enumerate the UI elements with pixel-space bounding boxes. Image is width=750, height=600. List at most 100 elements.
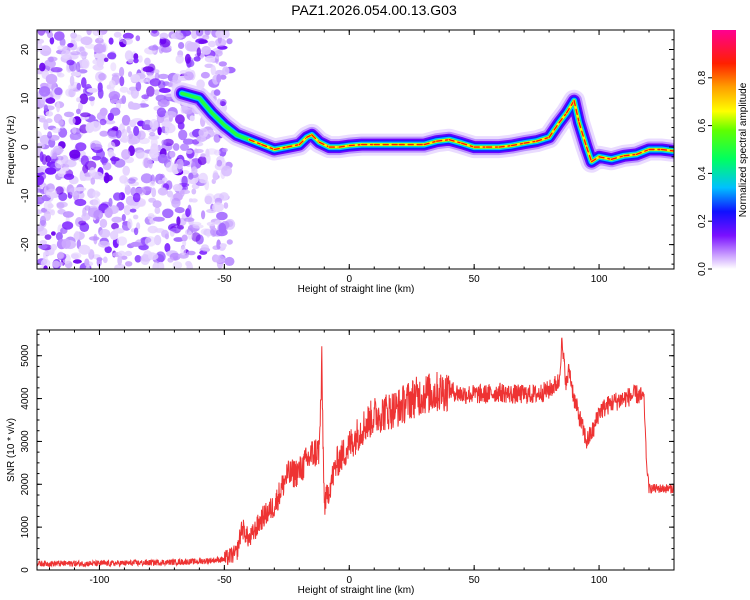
noise-blob — [76, 82, 82, 90]
noise-blob — [185, 149, 193, 155]
noise-blob — [177, 121, 185, 130]
noise-blob — [192, 224, 204, 229]
noise-blob — [168, 82, 174, 87]
noise-blob — [39, 62, 46, 72]
noise-blob — [190, 198, 198, 203]
noise-blob — [108, 37, 114, 45]
noise-blob — [63, 111, 75, 118]
noise-blob — [158, 73, 169, 80]
colorbar-tick-label: 0.4 — [697, 166, 708, 180]
noise-blob — [148, 45, 160, 51]
noise-blob — [51, 231, 56, 236]
noise-blob — [96, 257, 103, 262]
snr-y-ticks: 0 1000 2000 3000 4000 5000 — [20, 333, 674, 573]
noise-blob — [76, 108, 81, 115]
snr-x-ticks: -100 -50 0 50 100 — [48, 330, 675, 586]
noise-blob — [160, 99, 165, 104]
noise-blob — [44, 167, 57, 175]
noise-blob — [114, 264, 126, 269]
colorbar-label: Normalized spectral amplitude — [738, 82, 749, 217]
noise-blob — [178, 252, 189, 259]
noise-blob — [200, 153, 207, 158]
noise-blob — [154, 206, 161, 214]
noise-blob — [63, 173, 75, 180]
noise-blob — [204, 193, 216, 205]
noise-blob — [86, 88, 99, 93]
noise-blob — [180, 143, 189, 151]
noise-blob — [81, 58, 90, 69]
ridge-core-red — [423, 140, 438, 146]
noise-blob — [146, 86, 155, 97]
noise-blob — [102, 256, 108, 264]
noise-blob — [90, 177, 96, 185]
noise-blob — [129, 102, 141, 110]
noise-blob — [99, 130, 109, 137]
x-tick-label: 50 — [469, 274, 481, 285]
ridge-core-red — [261, 143, 275, 151]
noise-blob — [128, 131, 133, 140]
noise-blob — [68, 116, 76, 125]
noise-blob — [128, 71, 133, 78]
noise-blob — [62, 221, 74, 230]
ridge-core-red — [610, 155, 625, 160]
noise-blob — [112, 126, 119, 132]
noise-blob — [104, 246, 112, 254]
noise-blob — [210, 229, 215, 235]
noise-blob — [71, 253, 79, 259]
noise-blob — [176, 158, 184, 170]
noise-blob — [165, 161, 176, 173]
ridge-core-red — [590, 156, 600, 163]
noise-blob — [123, 205, 132, 216]
noise-blob — [144, 57, 151, 66]
noise-blob — [67, 43, 74, 48]
noise-blob — [182, 138, 195, 145]
noise-blob — [149, 119, 159, 130]
ridge-core-red — [448, 139, 463, 144]
noise-blob — [97, 87, 104, 99]
noise-blob — [38, 244, 48, 250]
noise-blob — [92, 197, 101, 208]
noise-blob — [216, 211, 228, 221]
noise-blob — [191, 232, 201, 242]
noise-blob — [74, 198, 87, 207]
noise-blob — [226, 38, 233, 45]
ridge-core-red — [585, 146, 593, 163]
noise-blob — [128, 86, 138, 92]
noise-blob — [216, 159, 223, 167]
noise-blob — [176, 224, 184, 230]
noise-blob — [89, 167, 96, 177]
noise-blob — [221, 165, 233, 177]
noise-blob — [204, 55, 216, 63]
noise-blob — [135, 35, 141, 42]
noise-blob — [45, 188, 58, 199]
noise-blob — [196, 79, 205, 89]
noise-blob — [170, 227, 180, 232]
noise-blob — [183, 217, 195, 222]
noise-blob — [195, 30, 204, 37]
noise-blob — [154, 89, 160, 96]
noise-blob — [120, 135, 129, 144]
noise-blob — [111, 216, 123, 223]
noise-blob — [156, 107, 167, 118]
noise-blob — [158, 88, 171, 93]
noise-blob — [59, 37, 66, 47]
noise-blob — [160, 187, 167, 195]
noise-blob — [78, 244, 91, 255]
noise-blob — [224, 256, 235, 266]
noise-blob — [116, 236, 128, 246]
noise-blob — [124, 50, 134, 61]
y-tick-label: 1000 — [20, 516, 31, 539]
noise-blob — [212, 170, 219, 181]
noise-blob — [37, 188, 44, 193]
noise-blob — [184, 53, 191, 64]
y-tick-label: 20 — [20, 44, 31, 56]
spectrogram-noise — [37, 30, 236, 269]
y-tick-label: 3000 — [20, 430, 31, 453]
noise-blob — [200, 71, 210, 79]
y-tick-label: 4000 — [20, 387, 31, 410]
noise-blob — [226, 239, 233, 245]
ridge-core-red — [311, 134, 320, 143]
noise-blob — [98, 240, 110, 248]
noise-blob — [180, 245, 187, 256]
noise-blob — [216, 239, 221, 250]
